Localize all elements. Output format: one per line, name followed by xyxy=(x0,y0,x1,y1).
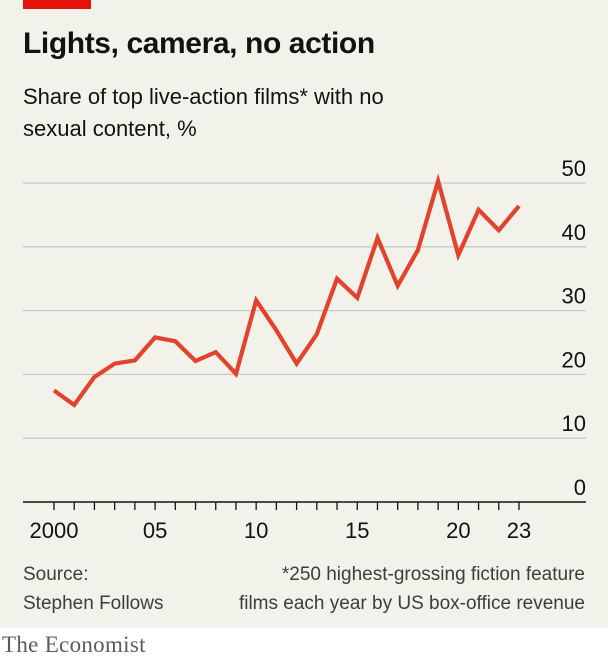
series-layer xyxy=(52,173,521,408)
series-line xyxy=(52,173,521,408)
chart-subtitle: Share of top live-action films* with no … xyxy=(23,84,384,141)
source-name: Stephen Follows xyxy=(23,593,164,614)
source-label: Source: xyxy=(23,564,89,585)
brand-red-tag xyxy=(23,0,91,9)
x-tick-label-2015: 15 xyxy=(345,518,369,543)
x-axis-labels: 2000 05 10 15 20 23 xyxy=(30,518,532,543)
x-tick-label-2010: 10 xyxy=(244,518,268,543)
y-tick-label-40: 40 xyxy=(562,220,586,245)
source-note: Source: Stephen Follows xyxy=(23,560,223,618)
x-tick-label-2023: 23 xyxy=(507,518,531,543)
grid-lines xyxy=(23,182,586,439)
footnote: *250 highest-grossing fiction feature fi… xyxy=(205,560,585,618)
footnote-line-1: *250 highest-grossing fiction feature xyxy=(281,564,585,585)
footnote-line-2: films each year by US box-office revenue xyxy=(238,593,585,614)
y-tick-label-50: 50 xyxy=(562,156,586,181)
line-chart: 0 10 20 30 40 50 2000 05 10 15 20 23 xyxy=(23,156,586,543)
x-tick-label-2005: 05 xyxy=(143,518,167,543)
y-tick-label-10: 10 xyxy=(562,411,586,436)
x-tick-label-2000: 2000 xyxy=(30,518,79,543)
x-tick-label-2020: 20 xyxy=(446,518,470,543)
y-tick-label-0: 0 xyxy=(574,475,586,500)
y-tick-label-30: 30 xyxy=(562,284,586,309)
brand-wordmark: The Economist xyxy=(2,632,146,657)
y-axis-labels: 0 10 20 30 40 50 xyxy=(562,156,586,500)
chart-title: Lights, camera, no action xyxy=(23,27,375,60)
y-tick-label-20: 20 xyxy=(562,347,586,372)
x-axis xyxy=(23,501,586,510)
chart-panel: Lights, camera, no action Share of top l… xyxy=(0,0,608,628)
